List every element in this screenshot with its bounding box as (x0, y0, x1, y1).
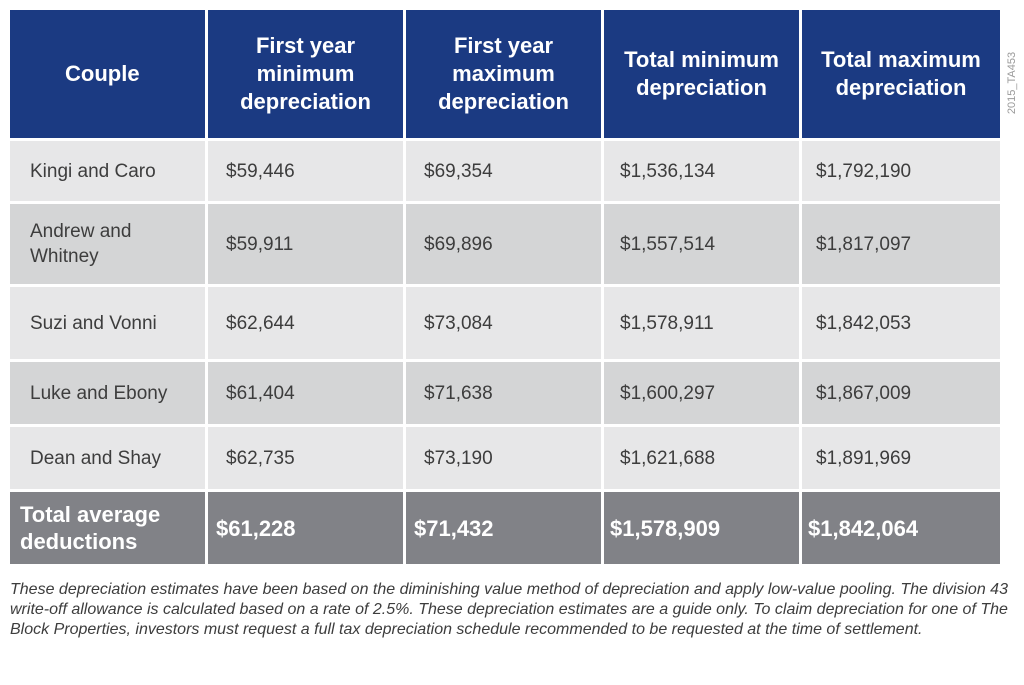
footnote: These depreciation estimates have been b… (10, 581, 1008, 638)
couple-cell: Andrew and Whitney (10, 204, 208, 284)
value-cell: $71,638 (406, 362, 604, 424)
value-cell: $61,404 (208, 362, 406, 424)
couple-cell: Dean and Shay (10, 427, 208, 489)
table-row: Andrew and Whitney $59,911 $69,896 $1,55… (10, 204, 1000, 287)
value-cell: $1,792,190 (802, 141, 1000, 201)
total-value: $71,432 (406, 492, 604, 564)
table-row: Suzi and Vonni $62,644 $73,084 $1,578,91… (10, 287, 1000, 362)
total-label: Total average deductions (10, 492, 208, 564)
total-value: $1,842,064 (802, 492, 1000, 564)
value-cell: $1,578,911 (604, 287, 802, 359)
header-first-year-min: First year minimum depreciation (208, 10, 406, 138)
reference-code-text: 2015_TA453 (1006, 51, 1018, 115)
total-row: Total average deductions $61,228 $71,432… (10, 492, 1000, 564)
total-value: $61,228 (208, 492, 406, 564)
value-cell: $69,354 (406, 141, 604, 201)
header-first-year-max: First year maximum depreciation (406, 10, 604, 138)
value-cell: $1,536,134 (604, 141, 802, 201)
value-cell: $59,446 (208, 141, 406, 201)
value-cell: $1,557,514 (604, 204, 802, 284)
header-total-max: Total maximum depreciation (802, 10, 1000, 138)
value-cell: $1,891,969 (802, 427, 1000, 489)
reference-code: 2015_TA453 (1004, 44, 1020, 122)
value-cell: $62,735 (208, 427, 406, 489)
value-cell: $73,084 (406, 287, 604, 359)
couple-cell: Luke and Ebony (10, 362, 208, 424)
table-row: Dean and Shay $62,735 $73,190 $1,621,688… (10, 427, 1000, 492)
total-value: $1,578,909 (604, 492, 802, 564)
table-row: Luke and Ebony $61,404 $71,638 $1,600,29… (10, 362, 1000, 427)
header-couple: Couple (10, 10, 208, 138)
value-cell: $1,842,053 (802, 287, 1000, 359)
value-cell: $73,190 (406, 427, 604, 489)
value-cell: $69,896 (406, 204, 604, 284)
value-cell: $59,911 (208, 204, 406, 284)
value-cell: $1,621,688 (604, 427, 802, 489)
table-header-row: Couple First year minimum depreciation F… (10, 10, 1000, 141)
value-cell: $1,600,297 (604, 362, 802, 424)
couple-cell: Suzi and Vonni (10, 287, 208, 359)
couple-cell: Kingi and Caro (10, 141, 208, 201)
value-cell: $1,817,097 (802, 204, 1000, 284)
value-cell: $62,644 (208, 287, 406, 359)
table-row: Kingi and Caro $59,446 $69,354 $1,536,13… (10, 141, 1000, 204)
header-total-min: Total minimum depreciation (604, 10, 802, 138)
depreciation-table: Couple First year minimum depreciation F… (10, 10, 1000, 564)
value-cell: $1,867,009 (802, 362, 1000, 424)
